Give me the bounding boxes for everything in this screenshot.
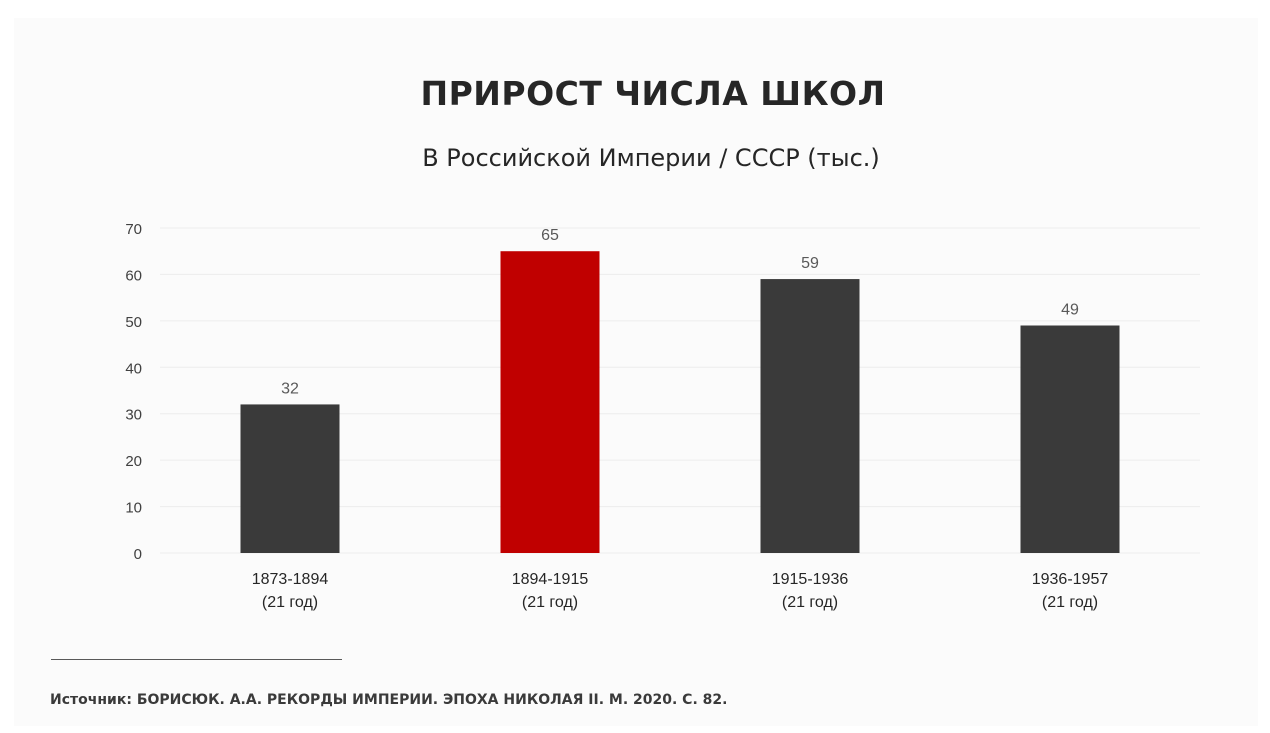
x-tick-label: 1873-1894: [252, 571, 329, 588]
data-label: 49: [1061, 302, 1079, 319]
y-tick-label: 30: [125, 407, 142, 424]
y-tick-label: 40: [125, 360, 142, 377]
x-tick-label: (21 год): [262, 594, 318, 611]
x-tick-label: 1936-1957: [1032, 571, 1109, 588]
y-tick-label: 0: [134, 546, 142, 563]
x-tick-label: (21 год): [782, 594, 838, 611]
data-label: 59: [801, 255, 819, 272]
chart-subtitle: В Российской Империи / СССР (тыс.): [422, 144, 880, 172]
data-label: 65: [541, 227, 559, 244]
bars: [240, 251, 1120, 553]
y-axis-ticks: 0 10 20 30 40 50 60 70: [125, 221, 142, 563]
bar: [760, 279, 860, 553]
x-tick-label: (21 год): [1042, 594, 1098, 611]
source-note: Источник: БОРИСЮК. А.А. РЕКОРДЫ ИМПЕРИИ.…: [50, 692, 728, 708]
x-tick-label: 1894-1915: [512, 571, 589, 588]
bar: [500, 251, 600, 553]
x-axis-labels: 1873-1894 (21 год) 1894-1915 (21 год) 1915-1…: [252, 571, 1109, 611]
x-tick-label: 1915-1936: [772, 571, 849, 588]
y-tick-label: 60: [125, 267, 142, 284]
y-tick-label: 10: [125, 500, 142, 517]
bar: [240, 404, 340, 553]
chart-title: ПРИРОСТ ЧИСЛА ШКОЛ: [420, 74, 886, 113]
bar: [1020, 325, 1120, 553]
y-tick-label: 50: [125, 314, 142, 331]
source-divider: [51, 659, 342, 660]
x-tick-label: (21 год): [522, 594, 578, 611]
y-tick-label: 70: [125, 221, 142, 238]
data-label: 32: [281, 380, 299, 397]
data-labels: 32 65 59 49: [281, 227, 1079, 397]
y-tick-label: 20: [125, 453, 142, 470]
